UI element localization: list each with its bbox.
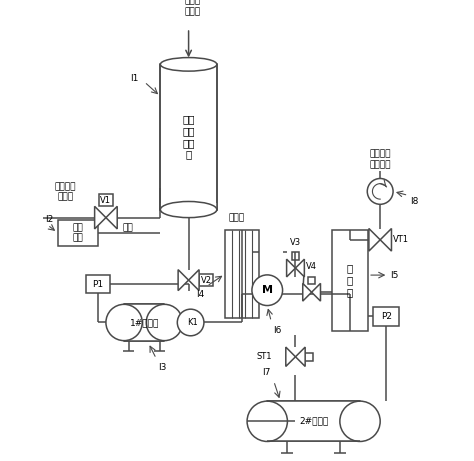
Text: I1: I1 bbox=[130, 74, 138, 83]
Polygon shape bbox=[189, 270, 199, 290]
Polygon shape bbox=[380, 229, 392, 251]
Text: P2: P2 bbox=[381, 312, 392, 321]
Text: I4: I4 bbox=[197, 290, 205, 299]
Ellipse shape bbox=[247, 401, 287, 442]
Text: 精
馏
塔: 精 馏 塔 bbox=[347, 264, 353, 297]
Text: I2: I2 bbox=[45, 214, 54, 224]
Text: M: M bbox=[262, 285, 273, 295]
Polygon shape bbox=[295, 259, 304, 277]
Ellipse shape bbox=[340, 401, 380, 442]
Bar bbox=[124, 304, 164, 341]
Polygon shape bbox=[286, 347, 295, 366]
Text: P1: P1 bbox=[92, 280, 103, 289]
Bar bbox=[267, 401, 360, 442]
Bar bbox=[292, 252, 299, 260]
Bar bbox=[308, 277, 315, 284]
Ellipse shape bbox=[160, 203, 217, 216]
Bar bbox=[86, 275, 110, 293]
Text: 至有机膜
分离装置: 至有机膜 分离装置 bbox=[369, 150, 391, 169]
Ellipse shape bbox=[160, 201, 217, 218]
Bar bbox=[57, 219, 98, 246]
Bar bbox=[160, 65, 217, 210]
Polygon shape bbox=[303, 284, 311, 301]
Text: V1: V1 bbox=[100, 196, 111, 205]
Bar bbox=[124, 304, 164, 341]
Text: 2#暂存罐: 2#暂存罐 bbox=[299, 417, 328, 426]
Polygon shape bbox=[369, 229, 380, 251]
Text: ST1: ST1 bbox=[256, 352, 272, 361]
Text: 成品气: 成品气 bbox=[229, 213, 245, 222]
Bar bbox=[332, 230, 368, 331]
Bar bbox=[160, 203, 217, 210]
Ellipse shape bbox=[146, 304, 182, 341]
Bar bbox=[373, 307, 399, 325]
Text: 混合气
体输入: 混合气 体输入 bbox=[184, 0, 201, 16]
Polygon shape bbox=[287, 259, 295, 277]
Text: I6: I6 bbox=[273, 326, 282, 335]
Text: 尾气: 尾气 bbox=[122, 224, 133, 233]
Text: 至尾气处
理装置: 至尾气处 理装置 bbox=[55, 182, 76, 201]
Polygon shape bbox=[178, 270, 189, 290]
Bar bbox=[199, 274, 213, 286]
Circle shape bbox=[177, 309, 204, 336]
Polygon shape bbox=[106, 207, 117, 229]
Circle shape bbox=[367, 178, 393, 204]
Text: I8: I8 bbox=[410, 197, 419, 207]
Polygon shape bbox=[95, 207, 106, 229]
Text: I7: I7 bbox=[262, 368, 270, 377]
Text: 有机
膜分
离装
置: 有机 膜分 离装 置 bbox=[182, 114, 195, 160]
Bar bbox=[225, 230, 259, 319]
Polygon shape bbox=[295, 347, 305, 366]
Text: K1: K1 bbox=[187, 318, 198, 327]
Text: I5: I5 bbox=[390, 271, 399, 279]
Text: I3: I3 bbox=[158, 363, 167, 372]
Text: V3: V3 bbox=[290, 238, 301, 247]
Circle shape bbox=[252, 275, 283, 306]
Text: V2: V2 bbox=[201, 276, 212, 284]
Text: 1#暂存罐: 1#暂存罐 bbox=[129, 318, 159, 327]
Bar bbox=[99, 194, 113, 207]
Text: VT1: VT1 bbox=[393, 235, 409, 244]
Ellipse shape bbox=[106, 304, 142, 341]
Polygon shape bbox=[311, 284, 320, 301]
Bar bbox=[304, 353, 312, 361]
Text: 纯度
取样: 纯度 取样 bbox=[73, 223, 83, 242]
Bar bbox=[267, 401, 360, 442]
Text: V4: V4 bbox=[306, 262, 317, 271]
Ellipse shape bbox=[160, 58, 217, 71]
